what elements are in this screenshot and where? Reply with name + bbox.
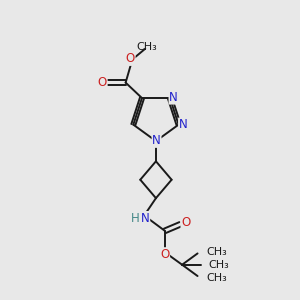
- Text: N: N: [169, 91, 178, 104]
- Text: H: H: [131, 212, 140, 225]
- Text: O: O: [126, 52, 135, 65]
- Text: O: O: [160, 248, 170, 261]
- Text: CH₃: CH₃: [206, 272, 226, 283]
- Text: O: O: [181, 216, 190, 229]
- Text: O: O: [98, 76, 107, 89]
- Text: N: N: [178, 118, 188, 131]
- Text: N: N: [141, 212, 150, 225]
- Text: N: N: [152, 134, 161, 147]
- Text: CH₃: CH₃: [209, 260, 230, 270]
- Text: CH₃: CH₃: [206, 247, 226, 257]
- Text: CH₃: CH₃: [136, 42, 157, 52]
